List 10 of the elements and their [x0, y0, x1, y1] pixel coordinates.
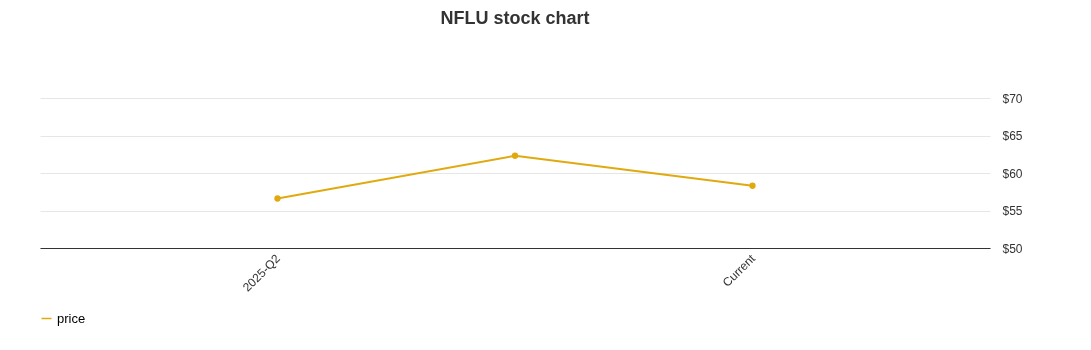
y-tick-label: $65: [1002, 129, 1023, 143]
point: [274, 195, 281, 202]
y-tick-label: $70: [1002, 91, 1023, 106]
legend-label: price: [57, 310, 86, 326]
y-tick-label: $50: [1002, 241, 1023, 256]
y-tick-label: $55: [1002, 204, 1023, 218]
point: [511, 152, 519, 159]
point: [749, 182, 756, 189]
y-tick-label: $60: [1002, 166, 1023, 181]
chart-title: NFLU stock chart: [440, 8, 590, 28]
